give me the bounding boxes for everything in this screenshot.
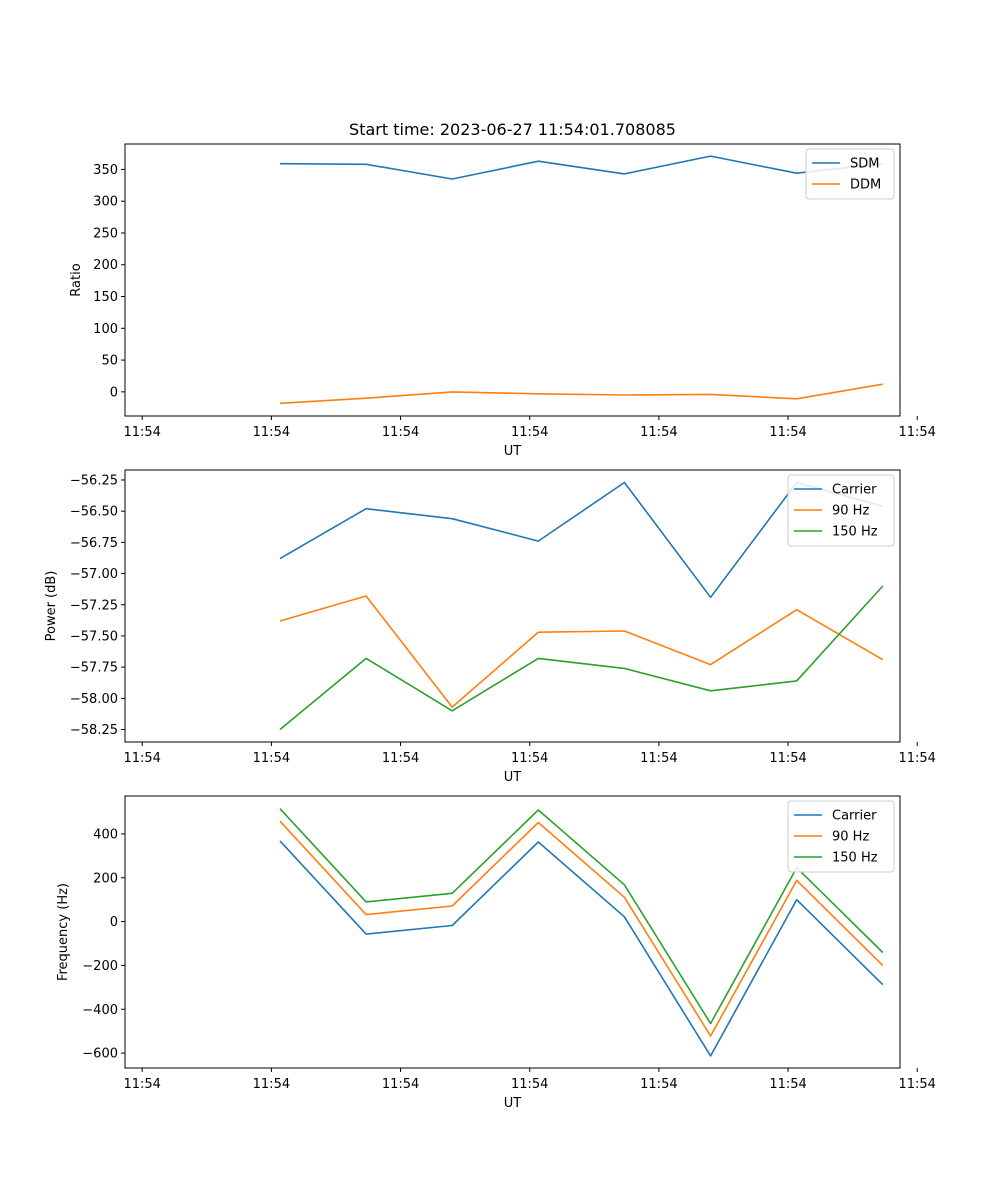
legend: Carrier 90 Hz 150 Hz	[787, 474, 895, 547]
x-tick-label: 11:54	[511, 425, 548, 440]
series-line-carrier	[279, 840, 884, 1057]
y-tick-label: 350	[93, 163, 118, 178]
y-tick-label: −56.50	[70, 505, 118, 520]
y-tick-label: 0	[110, 915, 118, 930]
legend-label: 90 Hz	[832, 504, 869, 519]
y-axis-label: Ratio	[69, 263, 84, 296]
series-line-150-hz	[279, 585, 884, 731]
y-tick-label: 300	[93, 195, 118, 210]
series-line-90-hz	[279, 595, 884, 708]
x-tick-label: 11:54	[253, 1077, 290, 1092]
axes-frame	[124, 143, 901, 417]
x-tick-label: 11:54	[253, 751, 290, 766]
y-tick-label: 0	[110, 385, 118, 400]
y-axis-label: Power (dB)	[44, 571, 59, 642]
legend-label: DDM	[850, 178, 881, 193]
y-tick-label: −58.25	[70, 723, 118, 738]
series-line-150-hz	[279, 808, 884, 1025]
x-tick-label: 11:54	[511, 751, 548, 766]
y-tick-label: −57.50	[70, 629, 118, 644]
y-tick-label: −57.75	[70, 661, 118, 676]
x-tick-label: 11:54	[640, 1077, 677, 1092]
y-tick-label: 50	[101, 354, 118, 369]
y-tick-label: −400	[82, 1003, 118, 1018]
legend-box	[805, 148, 895, 200]
legend: Carrier 90 Hz 150 Hz	[787, 800, 895, 873]
subplot-2: −58.25 −58.00 −57.75 −57.50 −57.25 −57.00 −56.…	[44, 469, 936, 785]
y-tick-label: −56.25	[70, 473, 118, 488]
y-axis-label: Frequency (Hz)	[56, 883, 71, 981]
series-line-sdm	[279, 155, 883, 180]
x-tick-label: 11:54	[123, 425, 160, 440]
chart-title: Start time: 2023-06-27 11:54:01.708085	[349, 120, 676, 139]
x-tick-label: 11:54	[769, 751, 806, 766]
y-tick-label: −58.00	[70, 692, 118, 707]
y-tick-label: 400	[93, 827, 118, 842]
legend-label: 150 Hz	[832, 525, 878, 540]
x-tick-label: 11:54	[898, 1077, 935, 1092]
legend-box	[787, 800, 895, 873]
legend: SDM DDM	[805, 148, 895, 200]
series-line-ddm	[279, 383, 883, 405]
subplot-1: 0 50 100 150 200 250 300 350 11:54 11:54 11:54 11:5…	[69, 120, 936, 459]
x-axis-label: UT	[504, 770, 522, 785]
series-line-90-hz	[279, 820, 884, 1037]
x-tick-label: 11:54	[123, 1077, 160, 1092]
legend-label: 90 Hz	[832, 830, 869, 845]
y-tick-label: −600	[82, 1047, 118, 1062]
legend-label: Carrier	[832, 809, 877, 824]
legend-label: 150 Hz	[832, 851, 878, 866]
x-axis-label: UT	[504, 1096, 522, 1111]
x-tick-label: 11:54	[898, 751, 935, 766]
y-tick-label: −200	[82, 959, 118, 974]
y-tick-label: 200	[93, 258, 118, 273]
x-tick-label: 11:54	[123, 751, 160, 766]
x-tick-label: 11:54	[382, 751, 419, 766]
axes-frame	[124, 795, 901, 1069]
x-tick-label: 11:54	[769, 1077, 806, 1092]
x-axis-label: UT	[504, 444, 522, 459]
y-tick-label: −56.75	[70, 536, 118, 551]
x-tick-label: 11:54	[382, 425, 419, 440]
x-tick-label: 11:54	[253, 425, 290, 440]
x-tick-label: 11:54	[640, 425, 677, 440]
legend-box	[787, 474, 895, 547]
y-tick-label: −57.25	[70, 598, 118, 613]
legend-label: Carrier	[832, 483, 877, 498]
x-tick-label: 11:54	[640, 751, 677, 766]
y-tick-label: 200	[93, 871, 118, 886]
x-tick-label: 11:54	[511, 1077, 548, 1092]
subplot-3: −600 −400 −200 0 200 400 11:54 11:54 11:54 11:54 1…	[56, 795, 936, 1111]
series-line-carrier	[279, 481, 884, 599]
x-tick-label: 11:54	[769, 425, 806, 440]
legend-label: SDM	[850, 157, 879, 172]
y-tick-label: 150	[93, 290, 118, 305]
y-tick-label: −57.00	[70, 567, 118, 582]
y-tick-label: 250	[93, 226, 118, 241]
y-tick-label: 100	[93, 322, 118, 337]
axes-frame	[124, 469, 901, 743]
x-tick-label: 11:54	[898, 425, 935, 440]
x-tick-label: 11:54	[382, 1077, 419, 1092]
